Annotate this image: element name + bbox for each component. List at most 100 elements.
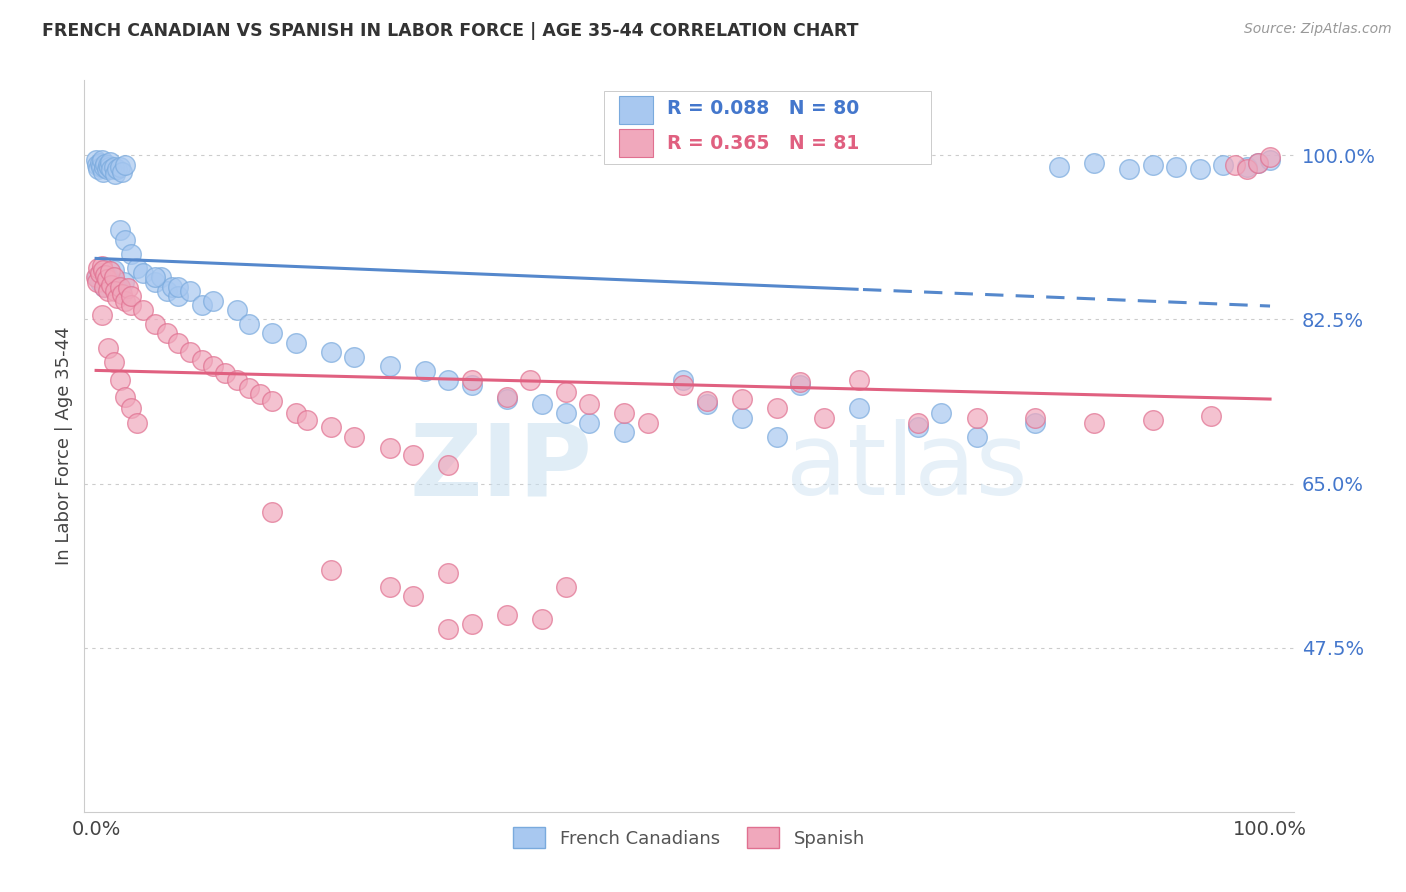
Point [378, 359, 401, 374]
Point [97, 285, 120, 299]
Point [696, 394, 718, 409]
Point [578, 397, 600, 411]
Point [108, 160, 131, 174]
Point [132, 266, 155, 280]
Point [1223, 158, 1246, 172]
Point [155, 326, 177, 341]
Point [496, 607, 519, 622]
Point [1047, 160, 1070, 174]
Point [519, 373, 541, 387]
Point [262, 326, 284, 341]
Point [89, 156, 111, 170]
Point [966, 410, 988, 425]
Point [155, 285, 177, 299]
Point [111, 165, 134, 179]
Point [437, 622, 460, 636]
FancyBboxPatch shape [605, 91, 931, 164]
Point [672, 378, 695, 392]
Point [789, 378, 811, 392]
Point [108, 223, 131, 237]
Point [1024, 410, 1046, 425]
Point [114, 293, 136, 308]
Point [554, 580, 576, 594]
Point [98, 263, 121, 277]
Point [789, 376, 811, 390]
Point [1142, 158, 1164, 172]
Point [343, 429, 366, 443]
Point [813, 410, 835, 425]
Point [262, 505, 284, 519]
Point [105, 291, 128, 305]
Point [103, 160, 125, 174]
Point [202, 293, 225, 308]
Point [114, 158, 136, 172]
Point [214, 366, 236, 380]
Point [284, 335, 307, 350]
Point [907, 420, 929, 434]
Point [86, 158, 108, 172]
Point [105, 162, 128, 177]
Point [1201, 409, 1223, 423]
Point [97, 158, 120, 172]
Point [262, 394, 284, 409]
Point [848, 373, 870, 387]
Point [96, 268, 118, 283]
Point [84, 153, 107, 167]
Point [1166, 160, 1188, 174]
Point [696, 397, 718, 411]
Point [94, 157, 117, 171]
Text: Source: ZipAtlas.com: Source: ZipAtlas.com [1244, 22, 1392, 37]
Point [1258, 153, 1281, 167]
Bar [619, 96, 652, 124]
Text: atlas: atlas [786, 419, 1028, 516]
Point [461, 373, 484, 387]
Point [167, 335, 190, 350]
Point [238, 317, 260, 331]
Point [120, 401, 142, 416]
Point [120, 298, 142, 312]
Point [132, 303, 155, 318]
Point [162, 279, 184, 293]
Point [931, 406, 953, 420]
Point [249, 387, 271, 401]
Point [437, 458, 460, 472]
Point [907, 416, 929, 430]
Point [108, 279, 131, 293]
Text: R = 0.365   N = 81: R = 0.365 N = 81 [668, 134, 859, 153]
Point [731, 410, 754, 425]
Point [91, 262, 114, 277]
Point [1247, 156, 1270, 170]
Point [613, 425, 636, 439]
Point [127, 260, 149, 275]
Point [84, 270, 107, 285]
Point [111, 287, 134, 301]
Point [319, 563, 342, 577]
Point [1083, 416, 1105, 430]
Point [766, 401, 789, 416]
Point [98, 272, 121, 286]
Point [1188, 162, 1211, 177]
Point [554, 384, 576, 399]
Point [96, 162, 118, 177]
Point [143, 270, 166, 285]
Point [1118, 162, 1140, 177]
Point [100, 277, 122, 292]
Point [1142, 413, 1164, 427]
Point [226, 373, 249, 387]
Point [91, 153, 114, 167]
Point [378, 580, 401, 594]
Text: ZIP: ZIP [409, 419, 592, 516]
Point [226, 303, 249, 318]
Point [238, 381, 260, 395]
Point [402, 449, 425, 463]
Point [578, 416, 600, 430]
Point [496, 392, 519, 406]
Y-axis label: In Labor Force | Age 35-44: In Labor Force | Age 35-44 [55, 326, 73, 566]
Point [1212, 158, 1234, 172]
Point [91, 266, 114, 280]
Point [413, 364, 436, 378]
Point [91, 259, 114, 273]
Point [848, 401, 870, 416]
Point [98, 161, 121, 175]
Point [378, 441, 401, 455]
